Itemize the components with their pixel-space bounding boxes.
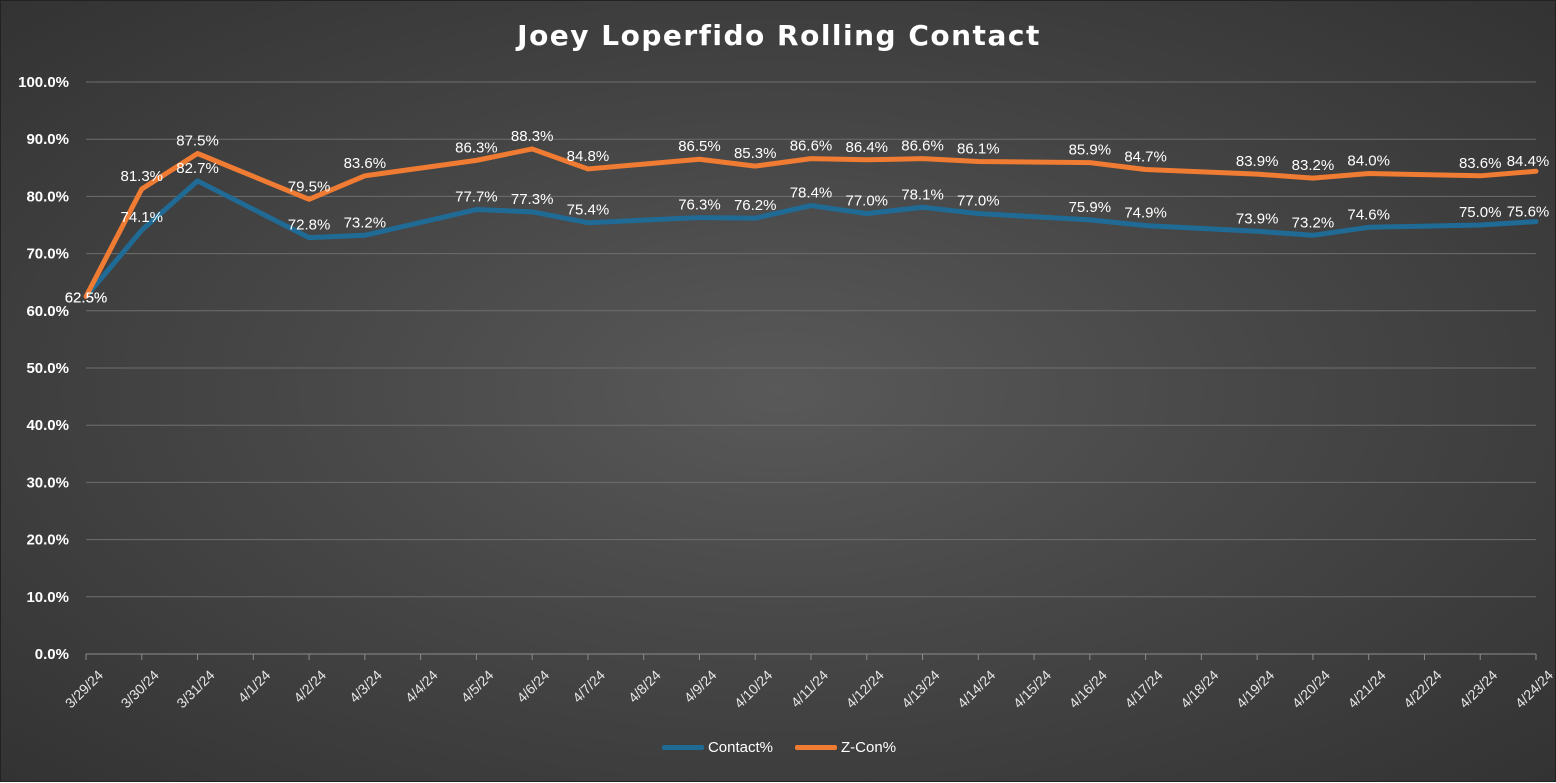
x-tick-label: 4/16/24 bbox=[1066, 667, 1110, 711]
legend-label-zcon: Z-Con% bbox=[841, 739, 897, 756]
y-tick-label: 60.0% bbox=[26, 303, 69, 320]
data-label-z-con: 84.0% bbox=[1347, 153, 1390, 170]
data-label-z-con: 83.9% bbox=[1236, 153, 1279, 170]
series-line-contact bbox=[83, 178, 1539, 299]
x-tick-label: 4/19/24 bbox=[1233, 667, 1277, 711]
data-label-contact: 75.0% bbox=[1459, 204, 1502, 221]
x-tick-label: 4/15/24 bbox=[1010, 667, 1054, 711]
x-tick-label: 4/4/24 bbox=[402, 667, 441, 706]
legend-swatch-zcon bbox=[795, 745, 838, 750]
x-tick-label: 4/9/24 bbox=[681, 667, 720, 706]
y-tick-label: 10.0% bbox=[26, 589, 69, 606]
x-tick-label: 4/23/24 bbox=[1456, 667, 1500, 711]
data-label-contact: 77.7% bbox=[455, 189, 498, 206]
y-tick-label: 50.0% bbox=[26, 360, 69, 377]
y-tick-label: 0.0% bbox=[35, 646, 69, 663]
data-label-contact: 73.2% bbox=[1292, 214, 1335, 231]
data-label-z-con: 87.5% bbox=[176, 133, 219, 150]
data-label-z-con: 83.2% bbox=[1292, 157, 1335, 174]
x-tick-label: 4/10/24 bbox=[731, 667, 775, 711]
data-label-contact: 75.6% bbox=[1507, 204, 1550, 221]
data-label-z-con: 83.6% bbox=[1459, 155, 1502, 172]
data-label-contact: 76.2% bbox=[734, 197, 777, 214]
data-label-contact: 76.3% bbox=[678, 197, 721, 214]
x-tick-label: 4/14/24 bbox=[954, 667, 998, 711]
x-tick-label: 4/5/24 bbox=[458, 667, 497, 706]
y-tick-label: 40.0% bbox=[26, 417, 69, 434]
data-label-contact: 62.5% bbox=[65, 290, 108, 307]
x-tick-label: 4/3/24 bbox=[346, 667, 385, 706]
data-label-z-con: 81.3% bbox=[120, 168, 163, 185]
data-label-z-con: 84.8% bbox=[567, 148, 610, 165]
series-line-z-con bbox=[83, 146, 1539, 299]
legend-label-contact: Contact% bbox=[707, 739, 774, 756]
data-label-z-con: 86.1% bbox=[957, 141, 1000, 158]
y-tick-label: 30.0% bbox=[26, 474, 69, 491]
data-label-z-con: 79.5% bbox=[288, 178, 331, 195]
data-label-contact: 74.6% bbox=[1347, 206, 1390, 223]
x-tick-label: 4/1/24 bbox=[235, 667, 274, 706]
data-label-contact: 77.0% bbox=[957, 193, 1000, 210]
data-label-contact: 74.1% bbox=[120, 209, 163, 226]
x-tick-label: 3/31/24 bbox=[173, 667, 217, 711]
data-label-z-con: 62.5% bbox=[65, 290, 108, 307]
x-tick-label: 3/29/24 bbox=[62, 667, 106, 711]
data-label-contact: 74.9% bbox=[1124, 205, 1167, 222]
data-label-z-con: 84.4% bbox=[1507, 153, 1550, 170]
x-tick-label: 4/11/24 bbox=[788, 667, 832, 711]
data-label-contact: 77.3% bbox=[511, 191, 554, 208]
data-label-contact: 77.0% bbox=[845, 193, 888, 210]
x-tick-label: 4/7/24 bbox=[569, 667, 608, 706]
x-tick-label: 4/13/24 bbox=[898, 667, 942, 711]
data-label-z-con: 86.6% bbox=[901, 138, 944, 155]
x-tick-label: 4/12/24 bbox=[843, 667, 887, 711]
legend-swatch-contact bbox=[661, 745, 704, 750]
x-tick-label: 4/24/24 bbox=[1512, 667, 1556, 711]
data-label-z-con: 86.6% bbox=[790, 138, 833, 155]
x-tick-label: 4/6/24 bbox=[513, 667, 552, 706]
data-label-contact: 75.4% bbox=[567, 202, 610, 219]
y-tick-label: 90.0% bbox=[26, 131, 69, 148]
data-label-z-con: 86.4% bbox=[845, 139, 888, 156]
x-tick-label: 4/22/24 bbox=[1400, 667, 1444, 711]
data-label-contact: 72.8% bbox=[288, 217, 331, 234]
data-label-contact: 73.2% bbox=[344, 214, 387, 231]
y-tick-label: 80.0% bbox=[26, 188, 69, 205]
y-tick-label: 100.0% bbox=[18, 74, 69, 91]
data-label-z-con: 83.6% bbox=[344, 155, 387, 172]
data-label-contact: 75.9% bbox=[1069, 199, 1112, 216]
y-tick-label: 70.0% bbox=[26, 246, 69, 263]
x-tick-label: 4/21/24 bbox=[1344, 667, 1388, 711]
y-tick-label: 20.0% bbox=[26, 532, 69, 549]
legend-item-contact: Contact% bbox=[661, 739, 774, 756]
x-tick-label: 4/2/24 bbox=[290, 667, 329, 706]
x-tick-label: 4/8/24 bbox=[625, 667, 664, 706]
data-label-z-con: 88.3% bbox=[511, 128, 554, 145]
x-tick-label: 4/20/24 bbox=[1289, 667, 1333, 711]
data-label-contact: 73.9% bbox=[1236, 210, 1279, 227]
data-label-z-con: 86.5% bbox=[678, 138, 721, 155]
x-tick-label: 4/17/24 bbox=[1121, 667, 1165, 711]
data-label-contact: 78.4% bbox=[790, 185, 833, 202]
data-label-z-con: 85.3% bbox=[734, 145, 777, 162]
data-label-contact: 82.7% bbox=[176, 160, 219, 177]
x-tick-label: 3/30/24 bbox=[118, 667, 162, 711]
legend: Contact% Z-Con% bbox=[1, 739, 1556, 756]
data-label-z-con: 86.3% bbox=[455, 139, 498, 156]
data-label-contact: 78.1% bbox=[901, 186, 944, 203]
chart-title: Joey Loperfido Rolling Contact bbox=[517, 19, 1041, 52]
data-label-z-con: 85.9% bbox=[1069, 142, 1112, 159]
data-label-z-con: 84.7% bbox=[1124, 149, 1167, 166]
x-tick-label: 4/18/24 bbox=[1177, 667, 1221, 711]
legend-item-zcon: Z-Con% bbox=[795, 739, 896, 756]
